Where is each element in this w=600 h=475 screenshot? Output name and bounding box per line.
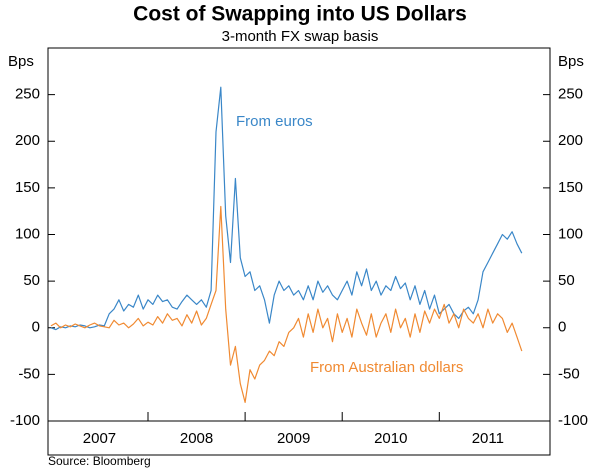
y-tick-label: -50 [18,365,40,382]
x-tick-label: 2011 [472,430,504,447]
chart-subtitle: 3-month FX swap basis [222,28,379,45]
y2-tick-label: 250 [558,86,583,103]
y-unit-right: Bps [558,53,584,70]
y2-tick-label: -50 [558,365,580,382]
series-line [50,86,523,331]
x-tick-label: 2007 [83,430,116,447]
y-tick-label: 50 [23,272,40,289]
y-tick-label: 200 [15,132,40,149]
x-tick-label: 2010 [374,430,407,447]
y-tick-label: 100 [15,225,40,242]
x-tick-label: 2008 [180,430,213,447]
y-tick-label: 0 [32,319,40,336]
y2-tick-label: -100 [558,412,588,429]
plot-frame [47,47,551,456]
y2-tick-label: 200 [558,132,583,149]
y-unit-left: Bps [8,53,34,70]
series-label: From euros [236,113,313,130]
chart-title: Cost of Swapping into US Dollars [133,3,467,26]
y-tick-label: 150 [15,179,40,196]
y-tick-label: 250 [15,86,40,103]
source: Source: Bloomberg [48,454,151,468]
y2-tick-label: 100 [558,225,583,242]
series-label: From Australian dollars [310,359,463,376]
y2-tick-label: 50 [558,272,575,289]
x-tick-label: 2009 [277,430,310,447]
y-tick-label: -100 [10,412,40,429]
series-line [50,205,523,403]
y2-tick-label: 150 [558,179,583,196]
y2-tick-label: 0 [558,319,566,336]
